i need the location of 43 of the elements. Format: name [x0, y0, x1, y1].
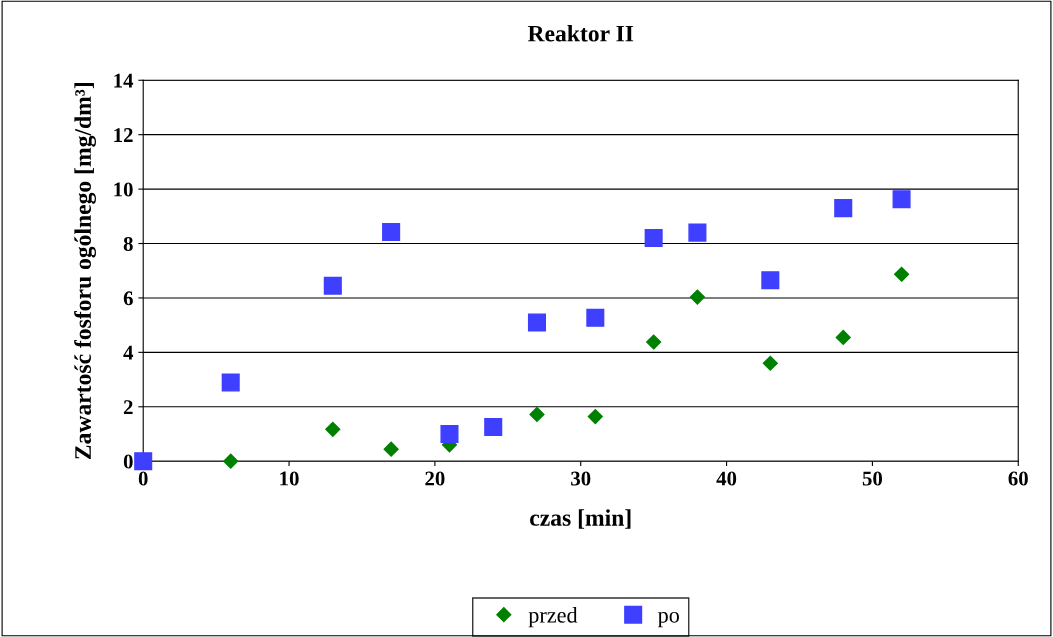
legend-label: po: [657, 611, 679, 628]
x-tick-label: 40: [716, 471, 737, 486]
point: [587, 408, 603, 425]
point: [382, 223, 401, 242]
point: [834, 199, 853, 218]
x-tick-label: 60: [1008, 471, 1028, 486]
y-tick-label: 2: [123, 400, 133, 414]
point: [221, 373, 240, 392]
point: [223, 453, 239, 469]
point: [529, 406, 545, 422]
point: [134, 452, 153, 471]
x-axis-title: czas [min]: [530, 509, 631, 529]
x-tick-label: 20: [425, 471, 445, 486]
point: [383, 441, 399, 457]
y-tick-label: 12: [114, 128, 133, 142]
x-tick-label: 0: [138, 471, 148, 486]
y-tick-label: 8: [123, 236, 133, 251]
point: [835, 329, 851, 345]
point: [323, 276, 342, 295]
y-tick-label: 0: [123, 454, 133, 469]
chart-title: Reaktor II: [527, 24, 634, 42]
point: [688, 223, 707, 242]
point: [894, 266, 910, 282]
y-tick-label: 6: [123, 291, 133, 306]
point: [892, 190, 911, 209]
point: [689, 289, 705, 305]
point: [484, 417, 503, 436]
point: [762, 355, 778, 371]
point: [586, 308, 605, 327]
y-tick-label: 10: [114, 182, 133, 197]
x-tick-label: 30: [571, 471, 591, 486]
legend-label: przed: [528, 607, 578, 628]
point: [325, 421, 341, 437]
y-tick-label: 14: [114, 73, 134, 88]
point: [761, 271, 780, 290]
point: [644, 229, 663, 248]
point: [527, 313, 547, 332]
y-axis-title: Zawartość fosforu ogólnego [mg/dm³]: [74, 83, 96, 460]
x-tick-label: 50: [862, 471, 883, 486]
point: [646, 334, 662, 350]
x-tick-label: 10: [280, 471, 299, 486]
point: [440, 424, 459, 444]
y-tick-label: 4: [123, 345, 134, 360]
